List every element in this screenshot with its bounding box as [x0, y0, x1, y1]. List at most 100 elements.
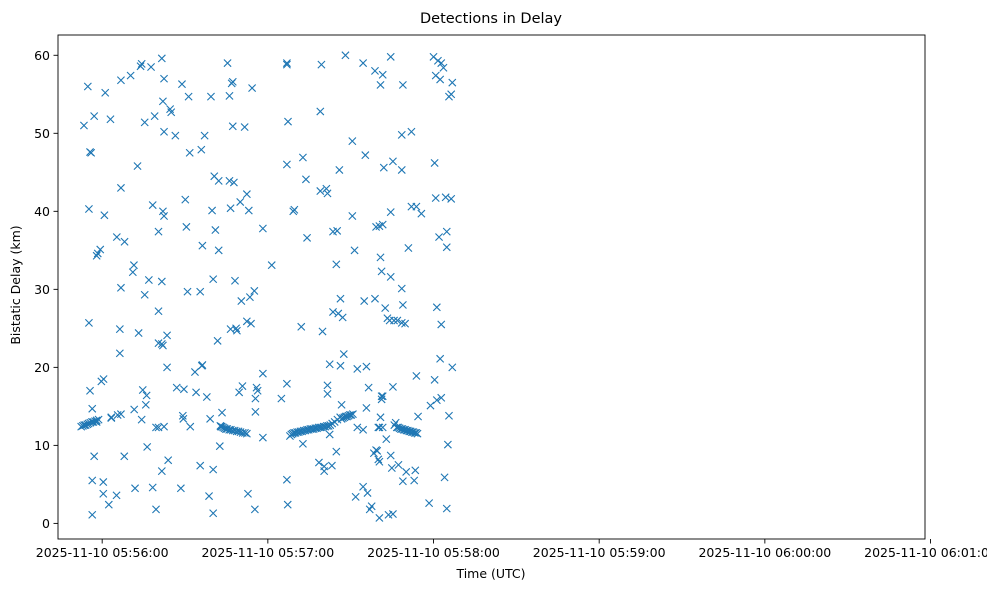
data-point: [282, 160, 291, 169]
data-point: [116, 410, 125, 419]
data-point: [435, 233, 444, 242]
data-point: [171, 131, 180, 140]
data-point: [157, 54, 166, 63]
data-point: [206, 414, 215, 423]
x-tick-label: 2025-11-10 05:59:00: [533, 545, 666, 560]
data-point: [138, 385, 147, 394]
data-point: [392, 423, 401, 432]
data-point: [242, 190, 251, 199]
data-point: [360, 297, 369, 306]
data-point: [337, 400, 346, 409]
data-point: [431, 194, 440, 203]
data-point: [426, 401, 435, 410]
data-point: [324, 421, 333, 430]
data-point: [129, 261, 138, 270]
x-tick-label: 2025-11-10 06:01:00: [864, 545, 987, 560]
data-point: [338, 313, 347, 322]
data-point: [136, 62, 145, 71]
data-point: [417, 209, 426, 218]
data-point: [79, 121, 88, 130]
data-point: [229, 178, 238, 187]
data-point: [126, 71, 135, 80]
data-point: [258, 369, 267, 378]
data-point: [208, 206, 217, 215]
data-point: [374, 455, 383, 464]
data-point: [370, 294, 379, 303]
data-point: [391, 418, 400, 427]
data-point: [120, 237, 129, 246]
data-point: [442, 227, 451, 236]
data-point: [378, 220, 387, 229]
data-point: [209, 509, 218, 518]
data-point: [140, 290, 149, 299]
data-point: [323, 189, 332, 198]
data-point: [248, 84, 257, 93]
data-point: [341, 51, 350, 60]
data-point: [282, 475, 291, 484]
data-point: [141, 400, 150, 409]
data-point: [92, 251, 101, 260]
data-point: [179, 385, 188, 394]
data-point: [225, 176, 234, 185]
data-point: [116, 283, 125, 292]
data-point: [386, 451, 395, 460]
data-point: [218, 408, 227, 417]
data-point: [179, 414, 188, 423]
data-point: [367, 502, 376, 511]
data-point: [430, 158, 439, 167]
data-point: [184, 92, 193, 101]
data-point: [284, 117, 292, 126]
data-point: [205, 492, 214, 501]
data-point: [133, 162, 142, 171]
data-point: [214, 246, 223, 255]
data-point: [327, 461, 336, 470]
data-point: [185, 148, 194, 157]
data-point: [86, 386, 95, 395]
data-point: [94, 415, 103, 424]
data-point: [99, 375, 108, 384]
data-point: [375, 457, 384, 466]
data-point: [250, 286, 259, 295]
data-point: [88, 510, 97, 519]
data-point: [152, 505, 161, 514]
data-point: [158, 207, 167, 216]
data-point: [154, 227, 163, 236]
data-point: [282, 59, 291, 68]
data-point: [359, 482, 368, 491]
data-point: [116, 76, 125, 85]
data-point: [363, 488, 372, 497]
data-point: [120, 452, 129, 461]
data-point: [231, 276, 239, 285]
data-point: [137, 59, 146, 68]
data-point: [112, 491, 121, 500]
data-point: [413, 429, 422, 438]
data-point: [433, 56, 442, 65]
data-point: [376, 80, 385, 89]
data-point: [364, 383, 373, 392]
data-point: [115, 325, 124, 334]
data-point: [160, 422, 169, 431]
data-point: [398, 477, 407, 486]
data-point: [235, 388, 244, 397]
data-point: [318, 327, 327, 336]
data-point: [386, 52, 395, 61]
data-point: [388, 157, 397, 166]
data-point: [388, 510, 397, 519]
data-point: [158, 341, 167, 350]
data-point: [143, 442, 152, 451]
data-point: [432, 303, 441, 312]
data-point: [251, 407, 260, 416]
data-point: [177, 80, 186, 89]
data-point: [206, 92, 215, 101]
data-point: [192, 388, 201, 397]
data-point: [228, 122, 237, 131]
data-point: [414, 412, 423, 421]
data-point: [394, 460, 403, 469]
data-point: [244, 206, 253, 215]
data-point: [320, 467, 329, 476]
data-point: [88, 476, 97, 485]
data-point: [377, 267, 386, 276]
data-point: [436, 75, 445, 84]
data-point: [148, 483, 157, 492]
x-tick-label: 2025-11-10 05:56:00: [36, 545, 169, 560]
